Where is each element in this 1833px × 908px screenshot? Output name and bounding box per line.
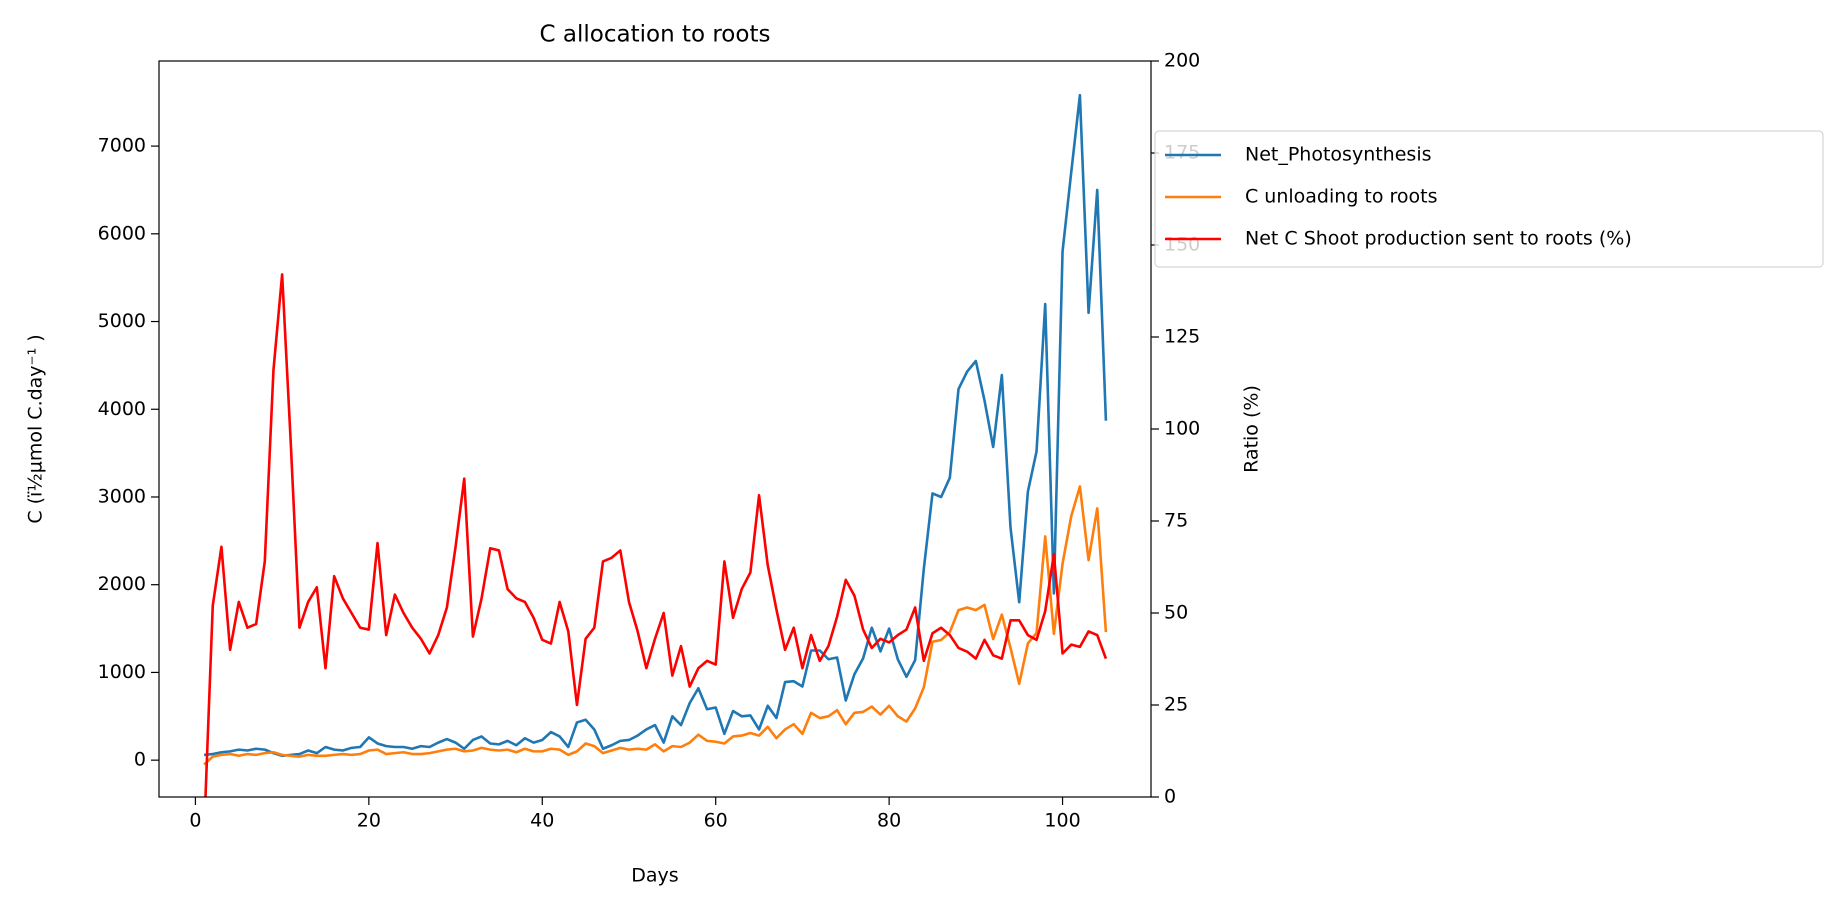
x-axis-label: Days (631, 865, 678, 887)
x-tick-label: 100 (1044, 810, 1080, 832)
chart-title: C allocation to roots (540, 22, 771, 48)
y2-tick-label: 100 (1164, 418, 1200, 440)
y2-axis-label: Ratio (%) (1241, 385, 1263, 473)
legend-label: C unloading to roots (1245, 186, 1438, 208)
series-line (204, 273, 1108, 797)
y2-tick-label: 0 (1164, 786, 1176, 808)
y2-tick-label: 50 (1164, 602, 1188, 624)
y-tick-label: 1000 (98, 661, 146, 683)
plot-frame (158, 60, 1152, 798)
y2-tick-label: 200 (1164, 50, 1200, 72)
y-tick-label: 3000 (98, 485, 146, 507)
y2-tick-label: 125 (1164, 326, 1200, 348)
series-line (203, 485, 1108, 766)
y2-tick-label: 25 (1164, 694, 1188, 716)
x-tick-label: 80 (877, 810, 901, 832)
y-tick-label: 4000 (98, 398, 146, 420)
y2-tick-label: 75 (1164, 510, 1188, 532)
y-tick-label: 5000 (98, 310, 146, 332)
y-tick-label: 7000 (98, 135, 146, 157)
series-line (203, 93, 1108, 758)
y-axis-label: C (ï½µmol C.day⁻¹ ) (25, 334, 47, 523)
y-tick-label: 2000 (98, 573, 146, 595)
x-tick-label: 0 (189, 810, 201, 832)
x-tick-label: 40 (530, 810, 554, 832)
y-tick-label: 6000 (98, 222, 146, 244)
legend-box (1154, 130, 1824, 268)
x-tick-label: 60 (704, 810, 728, 832)
legend-label: Net C Shoot production sent to roots (%) (1245, 228, 1632, 250)
y-tick-label: 0 (134, 749, 146, 771)
x-tick-label: 20 (357, 810, 381, 832)
legend-label: Net_Photosynthesis (1245, 144, 1432, 166)
